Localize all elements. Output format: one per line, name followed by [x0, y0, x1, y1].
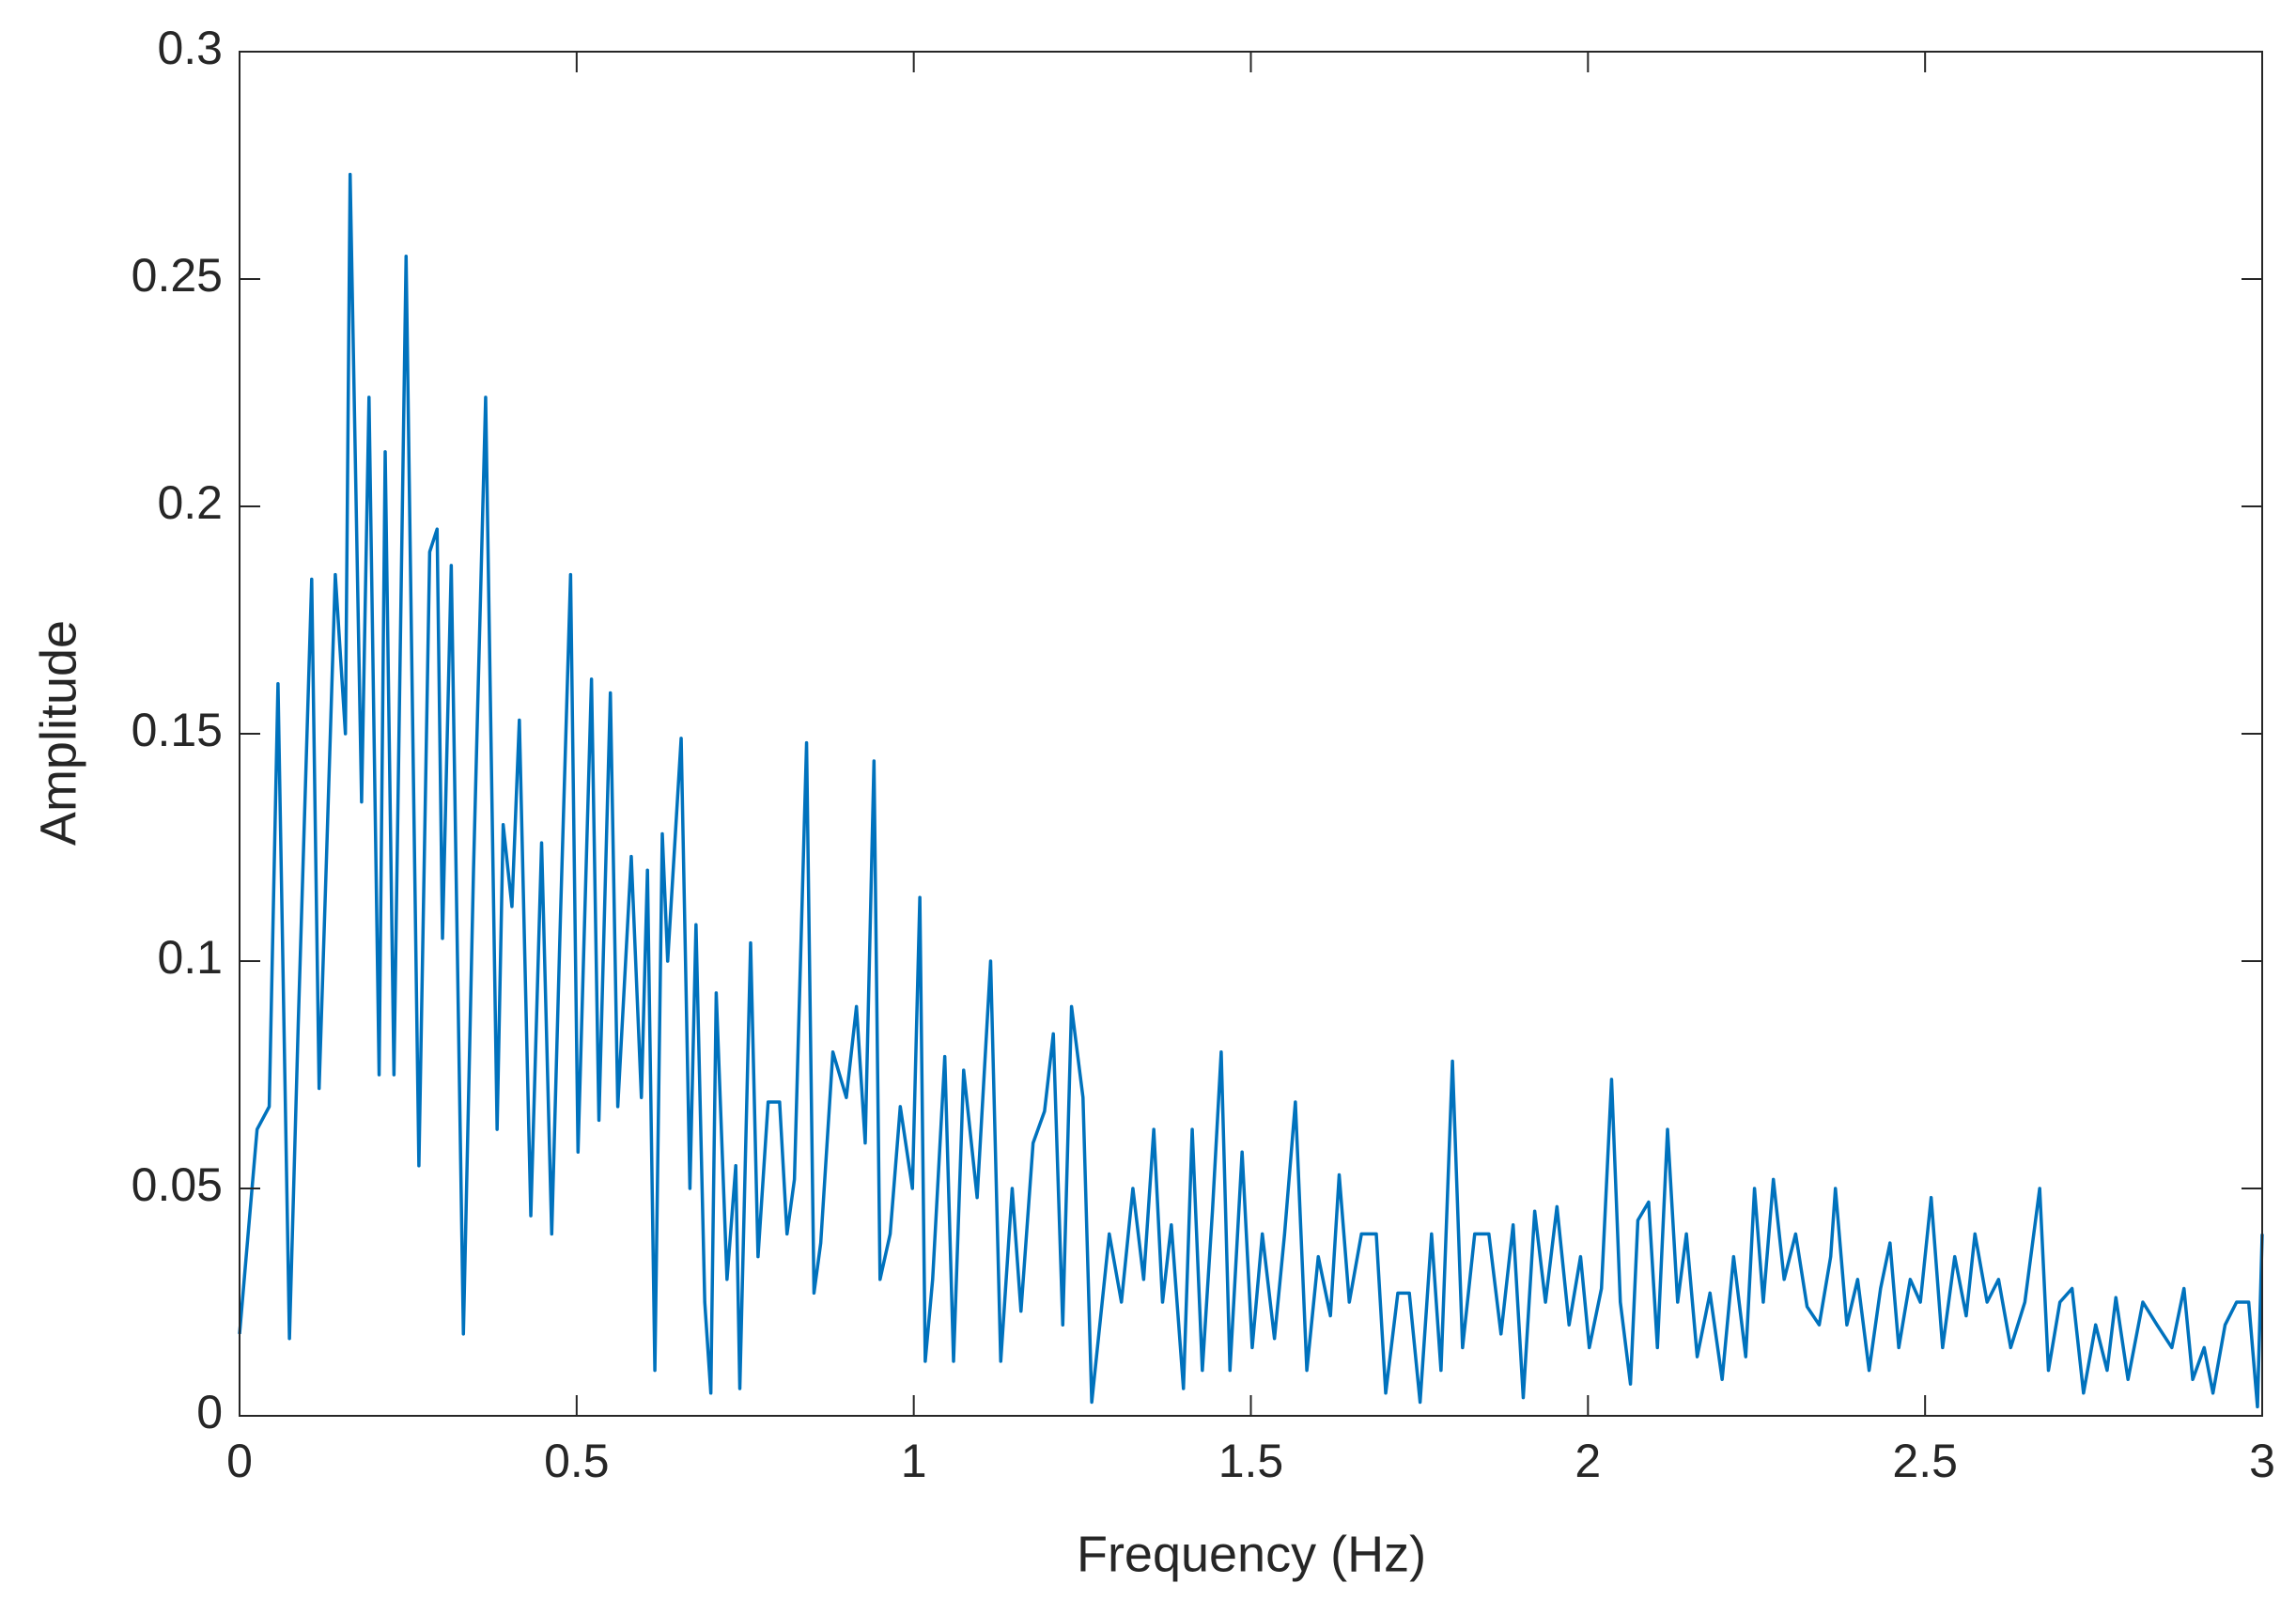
x-axis-title: Frequency (Hz) — [1077, 1526, 1426, 1582]
x-tick-label: 0 — [226, 1435, 253, 1487]
x-tick-label: 2 — [1575, 1435, 1601, 1487]
y-axis-title: Amplitude — [30, 620, 86, 846]
x-tick-label: 1.5 — [1218, 1435, 1284, 1487]
plot-area — [240, 52, 2262, 1416]
x-tick-label: 1 — [901, 1435, 927, 1487]
y-tick-label: 0.3 — [157, 22, 223, 74]
x-tick-label: 0.5 — [544, 1435, 610, 1487]
y-tick-label: 0 — [196, 1386, 223, 1438]
x-tick-label: 3 — [2249, 1435, 2275, 1487]
y-tick-label: 0.2 — [157, 476, 223, 529]
data-line — [238, 172, 2264, 1409]
y-tick-label: 0.15 — [132, 704, 223, 756]
y-tick-label: 0.25 — [132, 249, 223, 302]
x-tick-label: 2.5 — [1892, 1435, 1958, 1487]
y-tick-label: 0.1 — [157, 931, 223, 984]
y-tick-label: 0.05 — [132, 1158, 223, 1211]
